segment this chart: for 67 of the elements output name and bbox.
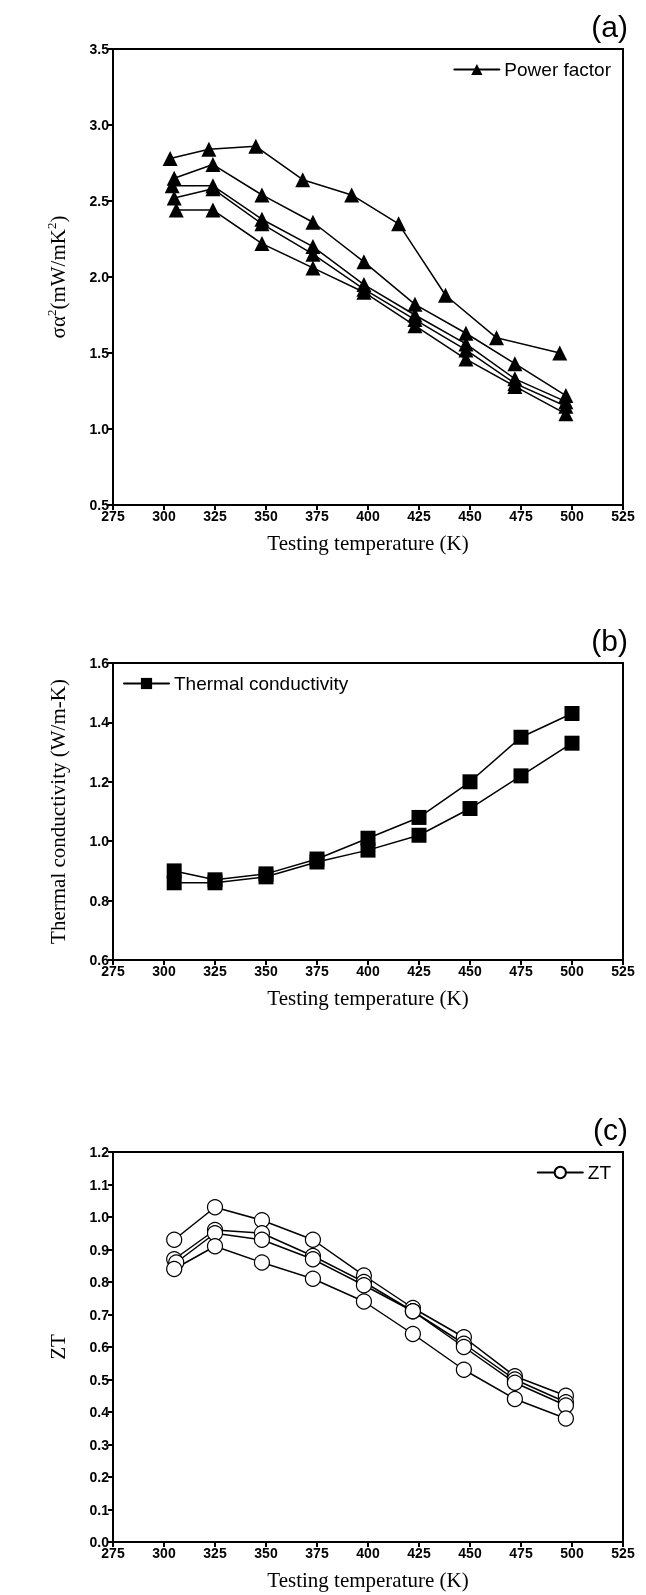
x-tick-label: 425 (407, 508, 431, 524)
y-tick-label: 1.5 (89, 345, 110, 361)
text: (c) (593, 1112, 628, 1146)
x-axis-title: Testing temperature (K) (267, 985, 469, 1010)
x-tick-label: 300 (152, 508, 176, 524)
x-tick-label: 350 (254, 1545, 278, 1561)
y-tick-label: 1.0 (89, 421, 110, 437)
y-tick-label: 0.6 (89, 1339, 110, 1355)
x-tick-label: 500 (560, 963, 584, 979)
x-tick-label: 375 (305, 1545, 329, 1561)
x-tick-label: 375 (305, 508, 329, 524)
y-tick-label: 0.5 (89, 1371, 110, 1388)
y-tick-label: 0.8 (89, 892, 110, 909)
x-tick-label: 325 (203, 963, 227, 979)
y-tick-label: 0.0 (89, 1534, 110, 1550)
x-tick-label: 525 (611, 508, 635, 524)
y-tick-label: 0.9 (89, 1241, 110, 1258)
y-tick-label: 1.4 (89, 714, 110, 731)
y-tick-label: 0.7 (89, 1306, 110, 1323)
legend-label: ZT (587, 1162, 612, 1183)
y-tick-label: 1.0 (89, 1209, 110, 1225)
x-tick-label: 400 (356, 1545, 380, 1561)
x-tick-label: 375 (305, 963, 329, 979)
y-tick-label: 1.0 (89, 833, 110, 850)
y-tick-label: 1.1 (89, 1176, 110, 1193)
x-axis-title: Testing temperature (K) (267, 530, 469, 555)
x-tick-label: 400 (356, 508, 380, 524)
x-tick-label: 325 (203, 508, 227, 524)
y-tick-label: 1.6 (89, 655, 110, 671)
x-tick-label: 400 (356, 963, 380, 979)
x-tick-label: 425 (407, 963, 431, 979)
y-tick-label: 3.5 (89, 41, 110, 57)
x-axis-title: Testing temperature (K) (267, 1567, 469, 1592)
x-tick-label: 475 (509, 508, 533, 524)
x-tick-label: 475 (509, 1545, 533, 1561)
y-tick-label: 3.0 (89, 117, 110, 133)
y-tick-label: 0.4 (89, 1404, 110, 1420)
y-tick-label: 0.3 (89, 1436, 110, 1453)
x-tick-label: 350 (254, 963, 278, 979)
y-tick-label: 0.8 (89, 1274, 110, 1290)
legend-label: Thermal conductivity (174, 673, 349, 694)
x-tick-label: 525 (611, 963, 635, 979)
y-tick-label: 2.0 (89, 269, 110, 285)
x-tick-label: 475 (509, 963, 533, 979)
x-tick-label: 500 (560, 508, 584, 524)
text: (b) (591, 623, 629, 657)
x-tick-label: 500 (560, 1545, 584, 1561)
x-tick-label: 450 (458, 1545, 482, 1561)
y-tick-label: 1.2 (89, 773, 110, 790)
x-tick-label: 425 (407, 1545, 431, 1561)
legend-label: Power factor (504, 59, 612, 80)
x-tick-label: 300 (152, 1545, 176, 1561)
y-axis-title: Thermal conductivity (W/m-K) (46, 679, 70, 944)
y-tick-label: 0.2 (89, 1469, 110, 1485)
x-tick-label: 325 (203, 1545, 227, 1561)
x-tick-label: 450 (458, 963, 482, 979)
x-tick-label: 450 (458, 508, 482, 524)
y-tick-label: 0.6 (89, 952, 110, 968)
y-tick-label: 1.2 (89, 1144, 110, 1160)
text: (a) (591, 9, 629, 43)
x-tick-label: 350 (254, 508, 278, 524)
x-tick-label: 525 (611, 1545, 635, 1561)
y-axis-title: ZT (46, 1334, 70, 1360)
y-tick-label: 0.1 (89, 1501, 110, 1518)
y-tick-label: 0.5 (89, 497, 110, 513)
x-tick-label: 300 (152, 963, 176, 979)
y-tick-label: 2.5 (89, 193, 110, 209)
